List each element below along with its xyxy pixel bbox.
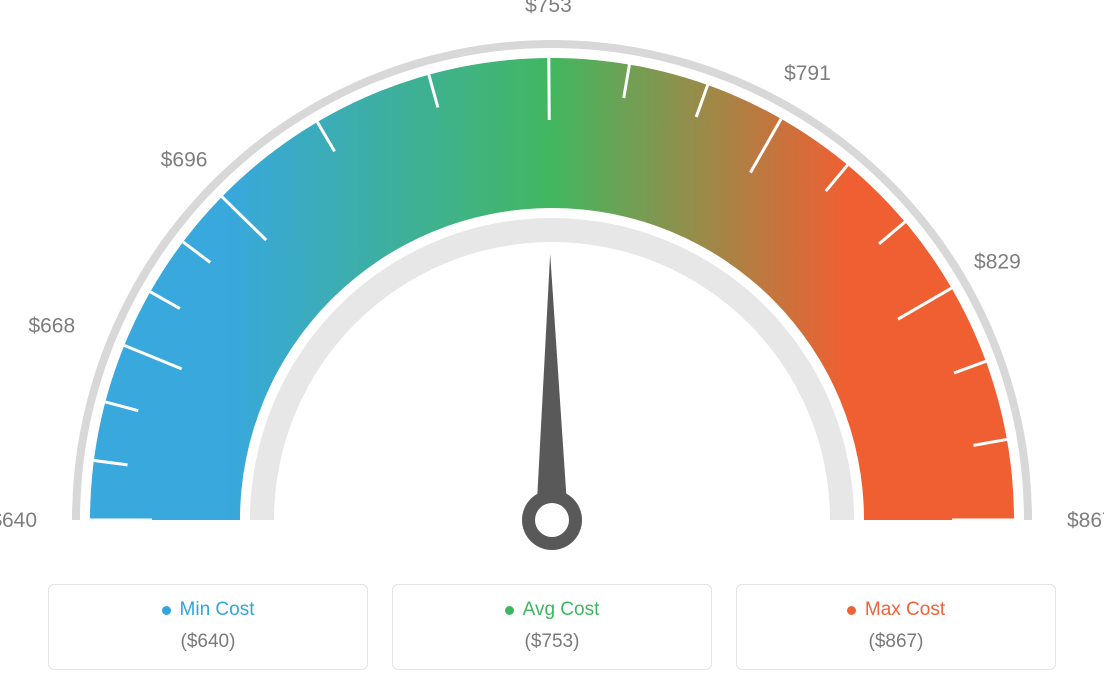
legend-row: Min Cost ($640) Avg Cost ($753) Max Cost…	[0, 584, 1104, 670]
legend-title-avg: Avg Cost	[505, 599, 600, 621]
chart-container: $640 $668 $696 $753 $791 $829 $867 Min Cost ($…	[0, 0, 1104, 690]
svg-text:$829: $829	[974, 250, 1021, 273]
svg-text:$753: $753	[525, 0, 572, 17]
svg-text:$791: $791	[784, 62, 831, 85]
svg-text:$867: $867	[1067, 509, 1104, 532]
legend-title-min: Min Cost	[162, 599, 255, 621]
svg-text:$696: $696	[161, 149, 208, 172]
legend-card-min: Min Cost ($640)	[48, 584, 368, 670]
gauge-svg: $640 $668 $696 $753 $791 $829 $867	[0, 0, 1104, 560]
legend-label-max: Max Cost	[865, 599, 945, 621]
svg-text:$640: $640	[0, 509, 37, 532]
legend-value-max: ($867)	[753, 631, 1039, 653]
legend-value-min: ($640)	[65, 631, 351, 653]
legend-label-min: Min Cost	[180, 599, 255, 621]
legend-card-avg: Avg Cost ($753)	[392, 584, 712, 670]
svg-text:$668: $668	[28, 314, 75, 337]
legend-dot-min	[162, 606, 171, 615]
legend-label-avg: Avg Cost	[523, 599, 600, 621]
legend-dot-avg	[505, 606, 514, 615]
legend-dot-max	[847, 606, 856, 615]
legend-title-max: Max Cost	[847, 599, 945, 621]
legend-card-max: Max Cost ($867)	[736, 584, 1056, 670]
gauge-area: $640 $668 $696 $753 $791 $829 $867	[0, 0, 1104, 560]
legend-value-avg: ($753)	[409, 631, 695, 653]
